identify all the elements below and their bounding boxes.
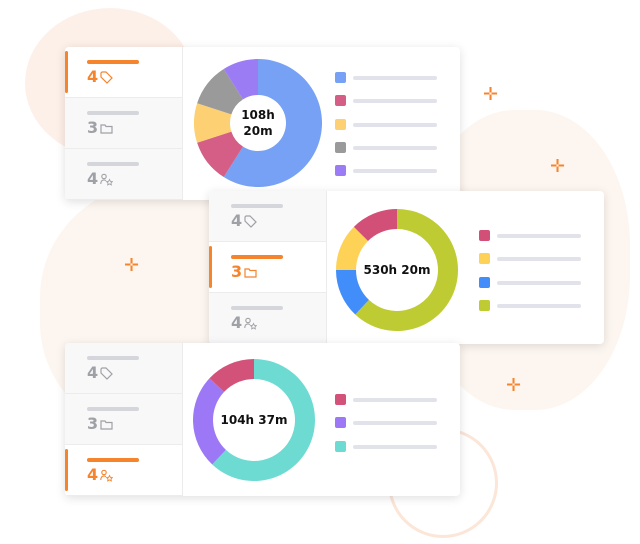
legend-label-placeholder [353,122,437,127]
tab-label-placeholder [87,407,139,411]
user-group-icon [244,317,257,330]
tab-sidebar: 4 3 4 [65,47,183,200]
tab-label-placeholder [231,306,283,310]
legend-label-placeholder [497,303,581,308]
legend-swatch [479,230,490,241]
donut-slice [336,270,369,315]
legend-label-placeholder [353,76,437,80]
legend-swatch [479,253,490,265]
donut-slice [355,209,458,331]
donut-chart [336,209,458,331]
user-group-icon [100,469,113,482]
tab-tag[interactable]: 4 [209,191,326,242]
tab-tag[interactable]: 4 [65,343,182,394]
donut-slice [353,209,397,242]
legend-label-placeholder [353,145,437,150]
legend-swatch [335,95,346,107]
donut-chart [194,59,322,187]
tab-label-placeholder [231,255,283,259]
tab-count: 3 [87,118,99,137]
legend-label-placeholder [353,169,437,174]
total-time: 104h 37m [209,412,299,428]
legend-swatch [335,72,346,83]
legend-swatch [479,276,490,288]
sparkle-icon: ✛ [506,375,522,396]
donut-slice [223,59,258,100]
legend-swatch [335,394,346,405]
donut-slice [223,59,322,187]
report-card-projects: 4 3 4 530h 20m [209,191,604,344]
tab-label-placeholder [87,356,139,360]
donut-slice [193,378,226,465]
legend-label-placeholder [497,280,581,285]
legend-label-placeholder [497,234,581,238]
folder-icon [100,420,113,430]
tab-count: 4 [87,67,99,86]
donut-slice [336,226,369,270]
tab-label-placeholder [87,162,139,166]
tag-icon [100,367,113,380]
total-time-line: 530h 20m [363,263,431,277]
legend-swatch [479,299,490,311]
sparkle-icon: ✛ [550,156,566,177]
tab-sidebar: 4 3 4 [65,343,183,496]
report-card-tags: 4 3 4 108h 20m [65,47,460,200]
tab-folder[interactable]: 3 [209,242,326,293]
tab-count: 3 [87,414,99,433]
donut-slice [212,359,315,481]
tab-count: 4 [231,313,243,332]
tab-label-placeholder [87,458,139,462]
donut-slice [197,131,243,178]
tab-user-group[interactable]: 4 [209,293,326,344]
tab-user-group[interactable]: 4 [65,445,182,496]
legend-label-placeholder [353,421,437,426]
donut-slice [209,359,254,392]
legend-label-placeholder [353,444,437,449]
tab-count: 4 [231,211,243,230]
legend-swatch [335,141,346,153]
legend-swatch [335,165,346,177]
tag-icon [100,71,113,84]
legend-swatch [335,440,346,452]
tab-user-group[interactable]: 4 [65,149,182,200]
legend-swatch [335,417,346,429]
report-card-users: 4 3 4 104h 37m [65,343,460,496]
donut-chart [193,359,315,481]
total-time: 530h 20m [352,262,442,278]
sparkle-icon: ✛ [483,84,499,105]
total-time-line: 20m [243,124,273,138]
folder-icon [100,124,113,134]
legend-label-placeholder [353,99,437,104]
folder-icon [244,268,257,278]
total-time: 108h 20m [213,107,303,139]
tab-label-placeholder [231,204,283,208]
tab-count: 4 [87,363,99,382]
tab-sidebar: 4 3 4 [209,191,327,344]
user-group-icon [100,173,113,186]
tab-label-placeholder [87,60,139,64]
tab-count: 4 [87,169,99,188]
total-time-line: 104h 37m [220,413,288,427]
tab-count: 3 [231,262,243,281]
tab-folder[interactable]: 3 [65,98,182,149]
tab-folder[interactable]: 3 [65,394,182,445]
tag-icon [244,215,257,228]
sparkle-icon: ✛ [124,255,140,276]
tab-label-placeholder [87,111,139,115]
donut-slice [197,68,243,115]
total-time-line: 108h [241,108,275,122]
tab-count: 4 [87,465,99,484]
tab-tag[interactable]: 4 [65,47,182,98]
legend-label-placeholder [497,257,581,262]
donut-slice [194,103,232,143]
legend-swatch [335,118,346,130]
legend-label-placeholder [353,398,437,402]
